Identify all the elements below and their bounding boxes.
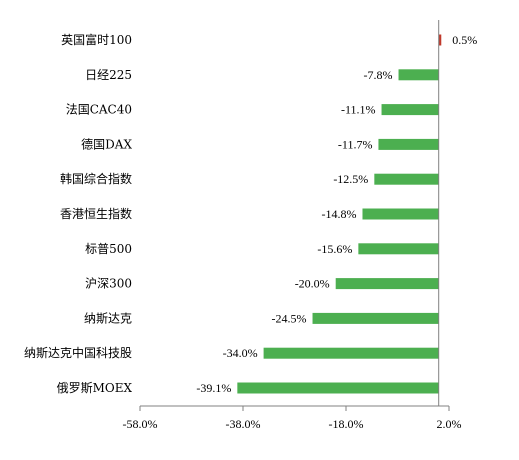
- category-label: 沪深300: [85, 277, 132, 291]
- x-tick-label: -38.0%: [226, 417, 261, 431]
- value-labels-group: 0.5% -7.8% -11.1% -11.7% -12.5% -14.8% -15.6% -…: [196, 33, 477, 395]
- value-label: -11.7%: [338, 137, 373, 151]
- bars-group: [237, 34, 442, 394]
- category-label: 韩国综合指数: [60, 171, 132, 186]
- category-label: 德国DAX: [81, 136, 132, 151]
- category-label: 纳斯达克: [84, 311, 132, 325]
- category-label: 英国富时100: [61, 32, 132, 47]
- category-labels-group: 英国富时100 日经225 法国CAC40 德国DAX 韩国综合指数香港恒生指数标普50…: [24, 32, 132, 395]
- bar: [362, 208, 439, 220]
- value-label: -34.0%: [223, 346, 258, 360]
- bar: [381, 104, 439, 116]
- value-label: -11.1%: [341, 103, 376, 117]
- value-label: -24.5%: [272, 311, 307, 325]
- bar: [358, 243, 439, 255]
- category-label: 法国CAC40: [66, 103, 132, 117]
- category-label: 俄罗斯MOEX: [57, 381, 133, 395]
- bar: [438, 34, 442, 46]
- x-tick-label: 2.0%: [437, 417, 462, 431]
- category-label: 日经225: [85, 68, 132, 82]
- bar: [237, 382, 439, 394]
- axes-group: -58.0% -38.0% -18.0% 2.0%: [123, 20, 462, 431]
- value-label: 0.5%: [452, 33, 477, 47]
- category-label: 纳斯达克中国科技股: [24, 345, 132, 360]
- bar: [335, 278, 439, 290]
- value-label: -39.1%: [196, 381, 231, 395]
- value-label: -7.8%: [364, 68, 393, 82]
- category-label: 香港恒生指数: [60, 206, 132, 221]
- value-label: -20.0%: [295, 277, 330, 291]
- value-label: -12.5%: [333, 172, 368, 186]
- bar: [374, 173, 439, 185]
- x-tick-label: -58.0%: [123, 417, 158, 431]
- x-tick-label: -18.0%: [329, 417, 364, 431]
- value-label: -15.6%: [317, 242, 352, 256]
- bar: [378, 138, 439, 150]
- bar: [398, 69, 439, 81]
- bar: [312, 312, 439, 324]
- value-label: -14.8%: [321, 207, 356, 221]
- category-label: 标普500: [85, 242, 132, 256]
- bar: [263, 347, 439, 359]
